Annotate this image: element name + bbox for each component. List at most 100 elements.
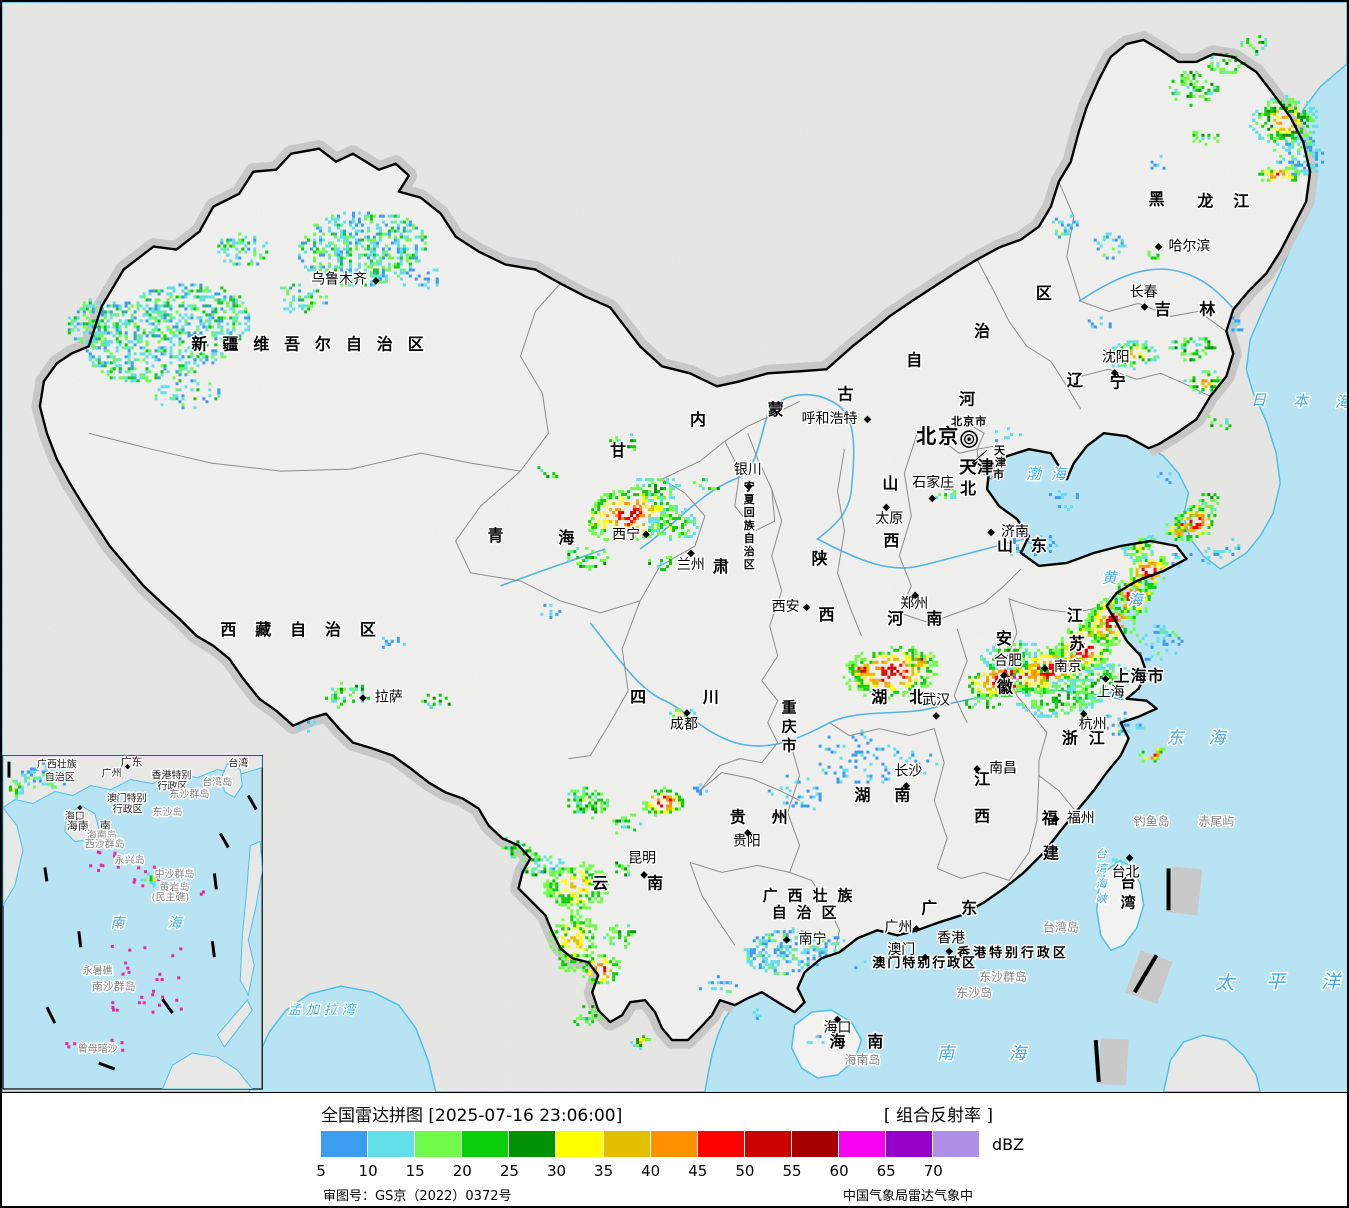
inset-label: 香港特别 — [152, 770, 192, 782]
inset-label: 东沙群岛 — [170, 788, 210, 801]
province-label: 北 — [951, 414, 962, 428]
inset-island-dot — [121, 972, 125, 976]
sea-label: 海 — [1009, 1043, 1028, 1063]
colorbar-block-55 — [791, 1131, 839, 1157]
province-label: 四 — [630, 688, 646, 707]
inset-island-dot — [115, 1008, 119, 1012]
province-label: 天 — [994, 444, 1006, 457]
sea-label: 拉 — [324, 1003, 339, 1018]
inset-island-dot — [128, 948, 132, 952]
inset-island-dot — [158, 972, 162, 976]
province-label: 行 — [1020, 945, 1034, 961]
inset-hainan — [64, 804, 100, 842]
province-label: 政 — [947, 955, 960, 971]
colorbar-block-35 — [603, 1131, 650, 1157]
nine-dash-segment — [1132, 954, 1159, 994]
legend-panel: 全国雷达拼图 [2025-07-16 23:06:00] [ 组合反射率 ] d… — [2, 1092, 1347, 1206]
province-label: 疆 — [222, 334, 238, 353]
radar-echo-cluster — [1135, 624, 1184, 661]
inset-island-dot — [137, 866, 141, 870]
inset-island-dot — [143, 946, 147, 950]
inset-taiwan — [221, 762, 243, 799]
province-label: 西 — [220, 620, 236, 639]
province-label: 自 — [772, 903, 787, 921]
nine-dash-segment — [1093, 1039, 1101, 1083]
dash-shadow-box — [1167, 866, 1203, 916]
province-label: 海 — [1131, 667, 1147, 686]
inset-label: 西沙群岛 — [85, 837, 125, 850]
inset-island-dot — [126, 966, 130, 970]
province-label: 藏 — [255, 620, 271, 639]
province-label: 市 — [993, 467, 1004, 481]
inset-label: 南 — [111, 915, 127, 931]
sea-label: 湾 — [1096, 862, 1109, 875]
province-label: 别 — [916, 956, 930, 971]
province-label: 蒙 — [768, 400, 784, 419]
inset-island-dot — [199, 892, 203, 896]
sea-label: 湾 — [342, 1002, 357, 1018]
radar-echo-cluster — [767, 774, 822, 811]
map-approval-number: 审图号：GS京（2022）0372号 — [323, 1189, 512, 1204]
city-label: 石家庄 — [912, 474, 954, 491]
province-label: 维 — [253, 334, 269, 353]
radar-echo-cluster — [1192, 130, 1220, 146]
tianjin-arrowhead — [972, 461, 979, 467]
province-label: 自 — [290, 620, 306, 639]
province-label: 云 — [592, 873, 608, 892]
inset-island-dot — [67, 1045, 71, 1049]
province-label: 尔 — [315, 334, 331, 353]
province-label: 区 — [1036, 283, 1052, 302]
inset-label: 广东 — [121, 756, 143, 769]
inset-island-dot — [151, 993, 155, 997]
province-label: 海 — [830, 1032, 846, 1051]
radar-echo-cluster — [549, 912, 598, 973]
map-labels: 新疆维吾尔自治区西藏自治区青 海甘肃内蒙古自治区宁夏回族自治区 陕西山西河北山 东河南… — [190, 188, 1347, 1068]
sea-label: 海 — [1335, 393, 1347, 411]
radar-echo-cluster — [420, 693, 451, 709]
colorbar-tick: 50 — [735, 1162, 755, 1180]
province-label: 宁 — [744, 479, 755, 493]
inset-vietnam — [2, 806, 24, 907]
colorbar-block-15 — [415, 1131, 462, 1157]
radar-echo-cluster — [1010, 535, 1058, 556]
colorbar-block-45 — [697, 1131, 744, 1157]
colorbar-tick: 45 — [688, 1162, 708, 1180]
inset-dash-segment — [45, 1006, 57, 1024]
radar-echo-cluster — [630, 1035, 652, 1051]
province-label: 南 — [894, 786, 910, 805]
radar-echo-cluster — [567, 786, 610, 820]
colorbar-block-70 — [933, 1131, 980, 1157]
province-label: 西 — [819, 605, 835, 624]
radar-echo-cluster — [567, 547, 610, 571]
radar-echo-cluster — [615, 861, 631, 877]
city-marker-icon: ◆ — [987, 527, 995, 538]
province-label: 北 — [916, 424, 936, 448]
colorbar-tick: 30 — [546, 1162, 567, 1180]
province-label: 建 — [1043, 843, 1059, 862]
radar-echo-cluster — [1174, 505, 1217, 542]
radar-echo-cluster — [381, 636, 406, 649]
radar-echo-cluster — [1156, 472, 1172, 485]
province-label: 区 — [744, 558, 755, 571]
island-label: 东沙群岛 — [979, 969, 1027, 984]
province-label: 湖 — [871, 688, 887, 707]
inset-island-dot — [177, 976, 181, 980]
sea-label: 黄 — [1102, 569, 1119, 587]
inset-island-dot — [124, 986, 128, 990]
radar-echo-cluster — [1273, 133, 1325, 176]
inset-label: 海南岛 — [87, 828, 117, 841]
inset-island-dot — [161, 995, 165, 999]
radar-echo-cluster — [1258, 166, 1301, 182]
radar-echo-cluster — [1231, 316, 1244, 332]
province-label: 京 — [963, 414, 974, 428]
inset-island-dot — [113, 851, 117, 855]
inset-dash-segment — [246, 794, 258, 811]
colorbar-tick: 20 — [452, 1162, 472, 1180]
city-label: 呼和浩特 — [802, 411, 858, 427]
city-label: 杭州 — [1079, 717, 1107, 733]
province-label: 壮 — [813, 886, 828, 904]
radar-echo-cluster — [1147, 250, 1160, 260]
inset-city-marker-icon: ◆ — [77, 804, 83, 812]
island-label: 台湾岛 — [1043, 919, 1079, 934]
inset-island-dot — [110, 1038, 114, 1042]
